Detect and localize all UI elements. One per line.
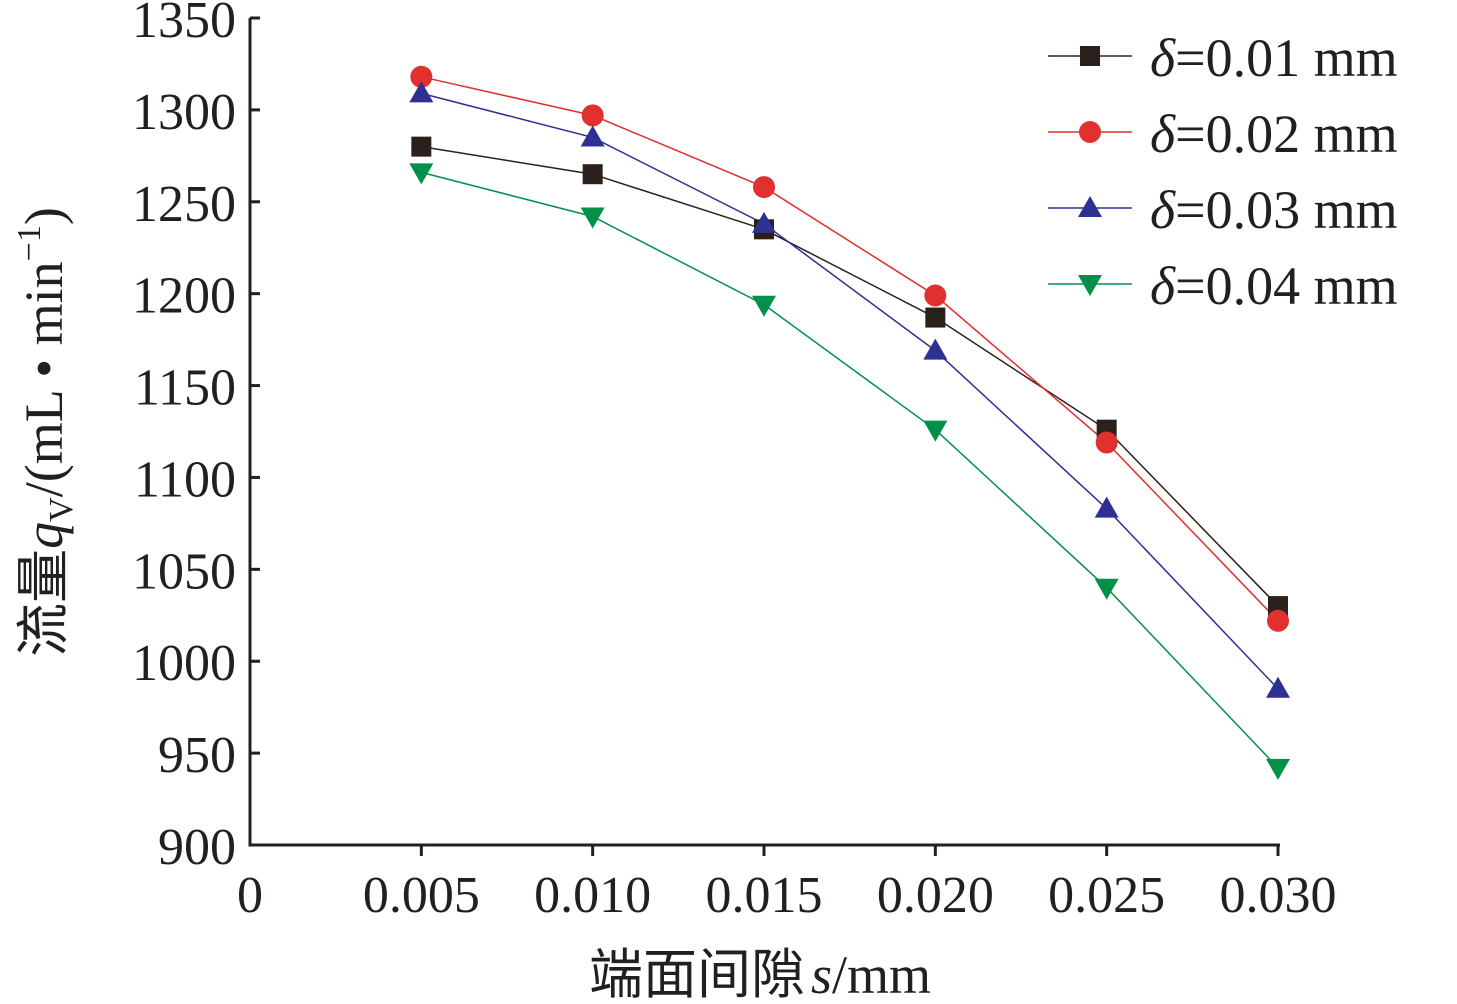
data-point-series-2 — [410, 65, 433, 88]
legend-marker-3 — [1078, 196, 1102, 217]
y-tick-label: 1100 — [134, 451, 236, 508]
data-point-series-4 — [1094, 578, 1119, 600]
legend-marker-4 — [1078, 275, 1102, 296]
y-tick-label: 1350 — [132, 0, 236, 49]
data-point-series-3 — [1094, 496, 1119, 518]
legend-label-2: δ=0.02 mm — [1150, 104, 1398, 164]
data-point-series-2 — [1267, 609, 1289, 632]
series-line-3 — [421, 92, 1279, 690]
x-tick-label: 0.015 — [706, 867, 823, 924]
y-tick-label: 1250 — [132, 176, 236, 233]
x-tick-label: 0.020 — [877, 867, 994, 924]
data-point-series-3 — [580, 125, 605, 147]
y-tick-label: 950 — [158, 727, 236, 784]
data-point-series-1 — [925, 307, 946, 328]
x-tick-label: 0.005 — [363, 867, 480, 924]
data-point-series-2 — [581, 104, 604, 127]
data-point-series-1 — [582, 164, 603, 185]
data-point-series-3 — [1266, 676, 1290, 698]
y-tick-label: 1000 — [132, 635, 236, 692]
y-tick-label: 1300 — [132, 84, 236, 141]
data-point-series-4 — [409, 163, 434, 185]
y-axis-label: 流量qV/(mL • min−1) — [11, 207, 80, 657]
legend-marker-1 — [1080, 46, 1100, 66]
data-point-series-3 — [409, 81, 434, 103]
x-tick-label: 0 — [237, 867, 263, 924]
series-line-2 — [421, 76, 1279, 622]
legend-label-3: δ=0.03 mm — [1150, 180, 1398, 240]
data-point-series-2 — [1095, 431, 1118, 454]
legend-marker-2 — [1079, 121, 1101, 143]
series-line-1 — [421, 145, 1279, 607]
y-tick-label: 900 — [158, 819, 236, 876]
x-tick-label: 0.030 — [1220, 867, 1337, 924]
x-tick-label: 0.025 — [1048, 867, 1165, 924]
x-tick-label: 0.010 — [534, 867, 651, 924]
y-tick-label: 1200 — [132, 268, 236, 325]
y-tick-label: 1150 — [134, 360, 236, 417]
data-point-series-4 — [752, 295, 776, 317]
data-point-series-4 — [580, 207, 605, 229]
series-line-4 — [421, 171, 1279, 769]
data-point-series-2 — [753, 176, 775, 199]
x-axis-label: 端面间隙 s/mm — [589, 945, 931, 1004]
data-point-series-1 — [411, 136, 432, 157]
data-point-series-3 — [923, 338, 948, 360]
data-point-series-3 — [752, 211, 776, 233]
data-point-series-4 — [1266, 758, 1290, 780]
data-point-series-4 — [923, 420, 948, 442]
y-tick-label: 1050 — [132, 543, 236, 600]
legend-label-4: δ=0.04 mm — [1150, 256, 1398, 316]
data-point-series-2 — [924, 284, 947, 307]
legend-label-1: δ=0.01 mm — [1150, 28, 1398, 88]
